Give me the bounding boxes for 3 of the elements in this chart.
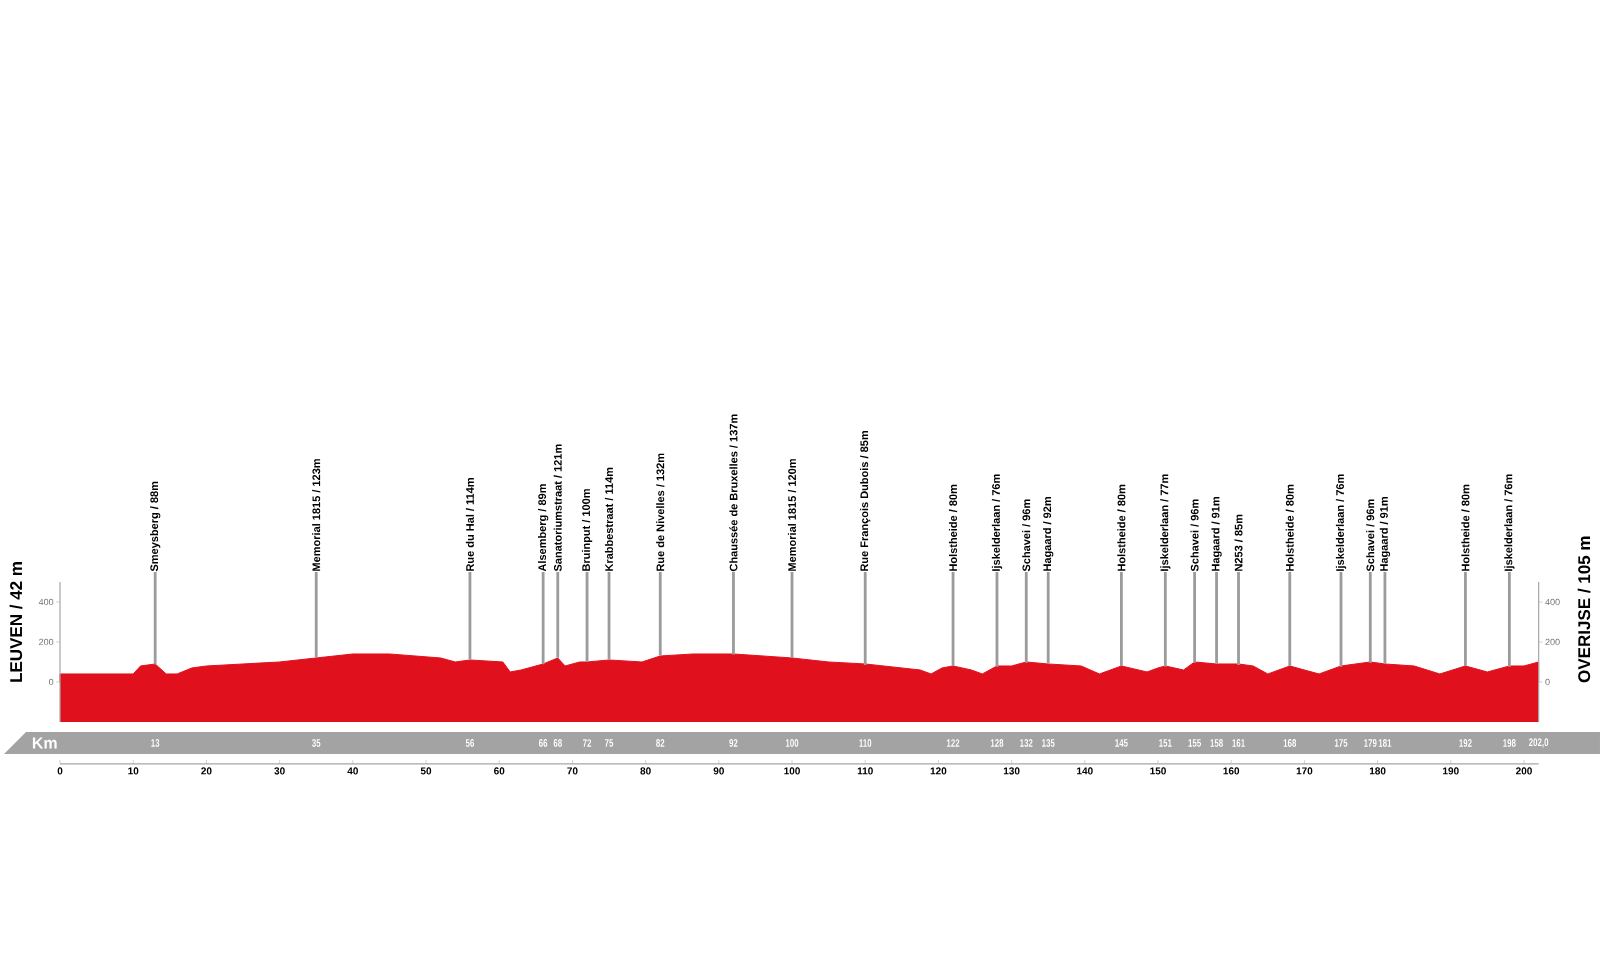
y2-axis-title: OVERIJSE / 105 m: [1577, 536, 1591, 683]
x2-axis-title: Km: [32, 737, 57, 749]
y-axis-title: LEUVEN / 42 m: [9, 562, 23, 682]
